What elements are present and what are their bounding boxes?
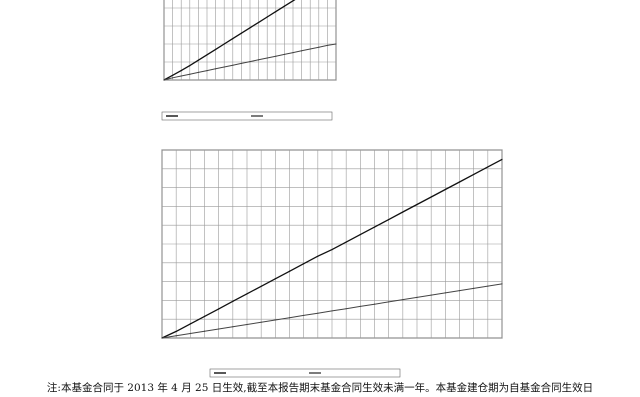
bottom-series-1-point <box>458 181 461 183</box>
bottom-series-2-point <box>161 337 163 339</box>
top-series-1-point <box>240 32 242 34</box>
bottom-series-1-point <box>288 270 291 272</box>
bottom-series-2-point <box>501 283 503 285</box>
top-series-1-point <box>215 48 217 51</box>
top-series-2-point <box>215 68 217 70</box>
bottom-series-2-point <box>260 321 262 323</box>
bottom-series-2-point <box>189 332 191 335</box>
bottom-series-2-point <box>473 287 475 289</box>
top-series-2-point <box>266 57 268 59</box>
top-series-2-point <box>335 43 337 45</box>
top-series-2-point <box>309 48 311 50</box>
top-series-2-point <box>197 71 199 74</box>
bottom-series-2-point <box>218 328 220 330</box>
bottom-series-2-point <box>345 308 347 310</box>
bottom-series-1-point <box>345 241 347 243</box>
top-legend-box <box>161 111 333 121</box>
top-series-1-point <box>189 65 191 67</box>
top-series-2-point <box>180 75 182 77</box>
top-legend <box>161 111 333 121</box>
bottom-series-2-point <box>416 296 418 298</box>
top-series-1-point <box>283 5 285 7</box>
bottom-series-2-point <box>402 299 404 301</box>
top-series-2-point <box>189 73 191 75</box>
top-series-1-point <box>275 10 277 13</box>
top-series-1-point <box>258 21 260 23</box>
top-series-1-point <box>249 27 251 29</box>
bottom-series-2-point <box>430 294 432 296</box>
bottom-series-1-point <box>203 315 206 317</box>
top-series-1-point <box>197 59 199 61</box>
footnote-text: 注:本基金合同于 2013 年 4 月 25 日生效,截至本报告期末基金合同生效… <box>46 382 594 394</box>
bottom-series-2-point <box>317 312 319 314</box>
bottom-series-1-point <box>189 323 191 325</box>
bottom-series-1-point <box>274 278 276 280</box>
top-series-1-point <box>206 54 208 56</box>
bottom-series-1-point <box>359 234 361 236</box>
bottom-series-1-point <box>303 263 305 265</box>
bottom-series-2-point <box>274 319 276 321</box>
bottom-series-2-point <box>444 292 446 294</box>
top-series-2-point <box>223 66 225 68</box>
bottom-series-2-point <box>203 330 206 332</box>
bottom-series-2-point <box>175 335 177 337</box>
top-series-2-point <box>232 64 234 66</box>
top-series-1-point <box>266 16 268 18</box>
bottom-series-1-point <box>331 249 333 251</box>
bottom-series-1-point <box>246 293 248 295</box>
top-series-2-point <box>172 77 174 79</box>
bottom-series-1-point <box>473 173 475 176</box>
top-series-2-point <box>249 61 251 63</box>
top-series-2-point <box>258 59 260 61</box>
bottom-series-2-point <box>331 310 333 312</box>
bottom-series-2-point <box>246 323 248 326</box>
top-line-chart <box>161 0 337 121</box>
bottom-series-1-point <box>317 255 319 257</box>
bottom-series-1-point <box>430 196 432 198</box>
top-series-2-point <box>301 50 303 52</box>
top-series-2-point <box>163 79 165 81</box>
top-series-2-point <box>292 52 294 54</box>
bottom-series-1-point <box>373 226 376 228</box>
bottom-series-2-point <box>288 317 291 319</box>
bottom-line-chart <box>161 149 503 378</box>
bottom-series-1-point <box>260 285 262 287</box>
bottom-series-2-point <box>359 305 361 308</box>
top-series-2-point <box>283 53 285 56</box>
top-series-1-point <box>172 74 174 76</box>
bottom-series-2-point <box>373 303 376 305</box>
top-series-1-point <box>223 43 225 45</box>
bottom-series-1-point <box>416 203 418 206</box>
bottom-series-1-point <box>444 188 446 191</box>
bottom-series-1-point <box>175 330 177 333</box>
top-series-2-point <box>318 46 320 48</box>
top-series-1-point <box>232 38 234 40</box>
bottom-series-2-point <box>232 326 234 328</box>
top-series-2-point <box>275 55 277 57</box>
bottom-legend-box <box>209 368 401 378</box>
bottom-legend <box>209 368 401 378</box>
bottom-series-2-point <box>388 301 390 303</box>
bottom-series-1-point <box>501 158 503 160</box>
bottom-series-1-point <box>232 300 234 302</box>
bottom-series-1-point <box>388 218 390 221</box>
top-series-1-point <box>292 0 294 2</box>
bottom-series-2-point <box>458 290 461 292</box>
top-series-2-point <box>326 44 328 47</box>
bottom-series-1-point <box>402 211 404 213</box>
top-series-2-point <box>206 70 208 72</box>
bottom-series-2-point <box>303 314 305 317</box>
top-series-2-point <box>240 62 242 65</box>
top-series-1-point <box>180 70 182 72</box>
bottom-series-1-point <box>487 166 489 168</box>
bottom-series-2-point <box>487 285 489 287</box>
bottom-series-1-point <box>218 308 220 310</box>
